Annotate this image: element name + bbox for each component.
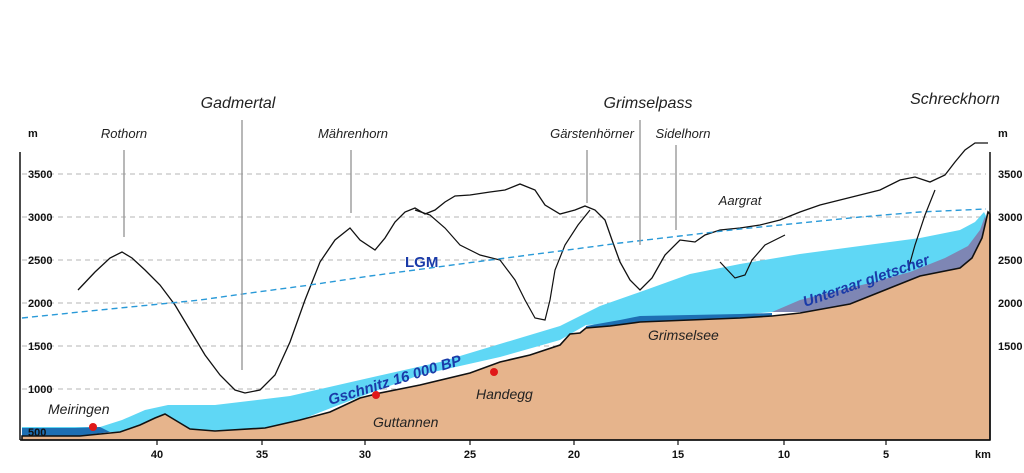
x-axis-unit: km xyxy=(975,449,991,461)
left-tick-3500: 3500 xyxy=(28,169,52,181)
guttannen-marker xyxy=(372,391,380,399)
gschnitz-ice-body xyxy=(22,212,988,432)
left-tick-2000: 2000 xyxy=(28,298,52,310)
right-tick-3000: 3000 xyxy=(998,212,1022,224)
lgm-label: LGM xyxy=(405,254,438,271)
x-tick-20: 20 xyxy=(568,449,580,461)
leader-lines xyxy=(123,120,677,370)
x-tick-25: 25 xyxy=(464,449,476,461)
schreckhorn-label: Schreckhorn xyxy=(910,91,1000,108)
right-tick-2000: 2000 xyxy=(998,298,1022,310)
right-tick-2500: 2500 xyxy=(998,255,1022,267)
left-axis-unit: m xyxy=(28,128,38,140)
rothorn-label: Rothorn xyxy=(101,126,147,141)
aargrat-label: Aargrat xyxy=(718,193,763,208)
unteraar-ice-body xyxy=(772,216,988,312)
garstenhorner-label: Gärstenhörner xyxy=(550,126,634,141)
sidelhorn-label: Sidelhorn xyxy=(656,126,711,141)
left-tick-3000: 3000 xyxy=(28,212,52,224)
mahrenhorn-label: Mährenhorn xyxy=(318,126,388,141)
meiringen-marker xyxy=(89,423,97,431)
right-tick-3500: 3500 xyxy=(998,169,1022,181)
meiringen-lake xyxy=(22,427,110,436)
x-tick-10: 10 xyxy=(778,449,790,461)
x-tick-35: 35 xyxy=(256,449,268,461)
right-axis: m 3500 3000 2500 2000 1500 xyxy=(989,128,1022,440)
inner-ridge-line xyxy=(414,209,786,321)
right-tick-1500: 1500 xyxy=(998,341,1022,353)
x-tick-15: 15 xyxy=(672,449,684,461)
left-axis: m 3500 3000 2500 2000 1500 1000 500 xyxy=(19,128,52,440)
x-tick-30: 30 xyxy=(359,449,371,461)
bottom-axis: 40 35 30 25 20 15 10 5 km xyxy=(20,439,991,461)
handegg-label: Handegg xyxy=(476,386,533,402)
bedrock-profile xyxy=(21,210,991,441)
grimselsee-label: Grimselsee xyxy=(648,327,719,343)
gadmertal-label: Gadmertal xyxy=(201,95,276,112)
left-tick-2500: 2500 xyxy=(28,255,52,267)
lgm-dashed-line xyxy=(21,208,987,319)
left-tick-1000: 1000 xyxy=(28,384,52,396)
left-tick-500: 500 xyxy=(28,427,46,439)
left-tick-1500: 1500 xyxy=(28,341,52,353)
surface-ridge-line xyxy=(77,142,988,394)
schreckhorn-leader xyxy=(907,189,936,271)
guttannen-label: Guttannen xyxy=(373,414,439,430)
grimselsee-lake xyxy=(586,313,772,330)
meiringen-label: Meiringen xyxy=(48,401,110,417)
handegg-marker xyxy=(490,368,498,376)
x-tick-40: 40 xyxy=(151,449,163,461)
right-axis-unit: m xyxy=(998,128,1008,140)
grimselpass-label: Grimselpass xyxy=(604,95,693,112)
x-tick-5: 5 xyxy=(883,449,889,461)
